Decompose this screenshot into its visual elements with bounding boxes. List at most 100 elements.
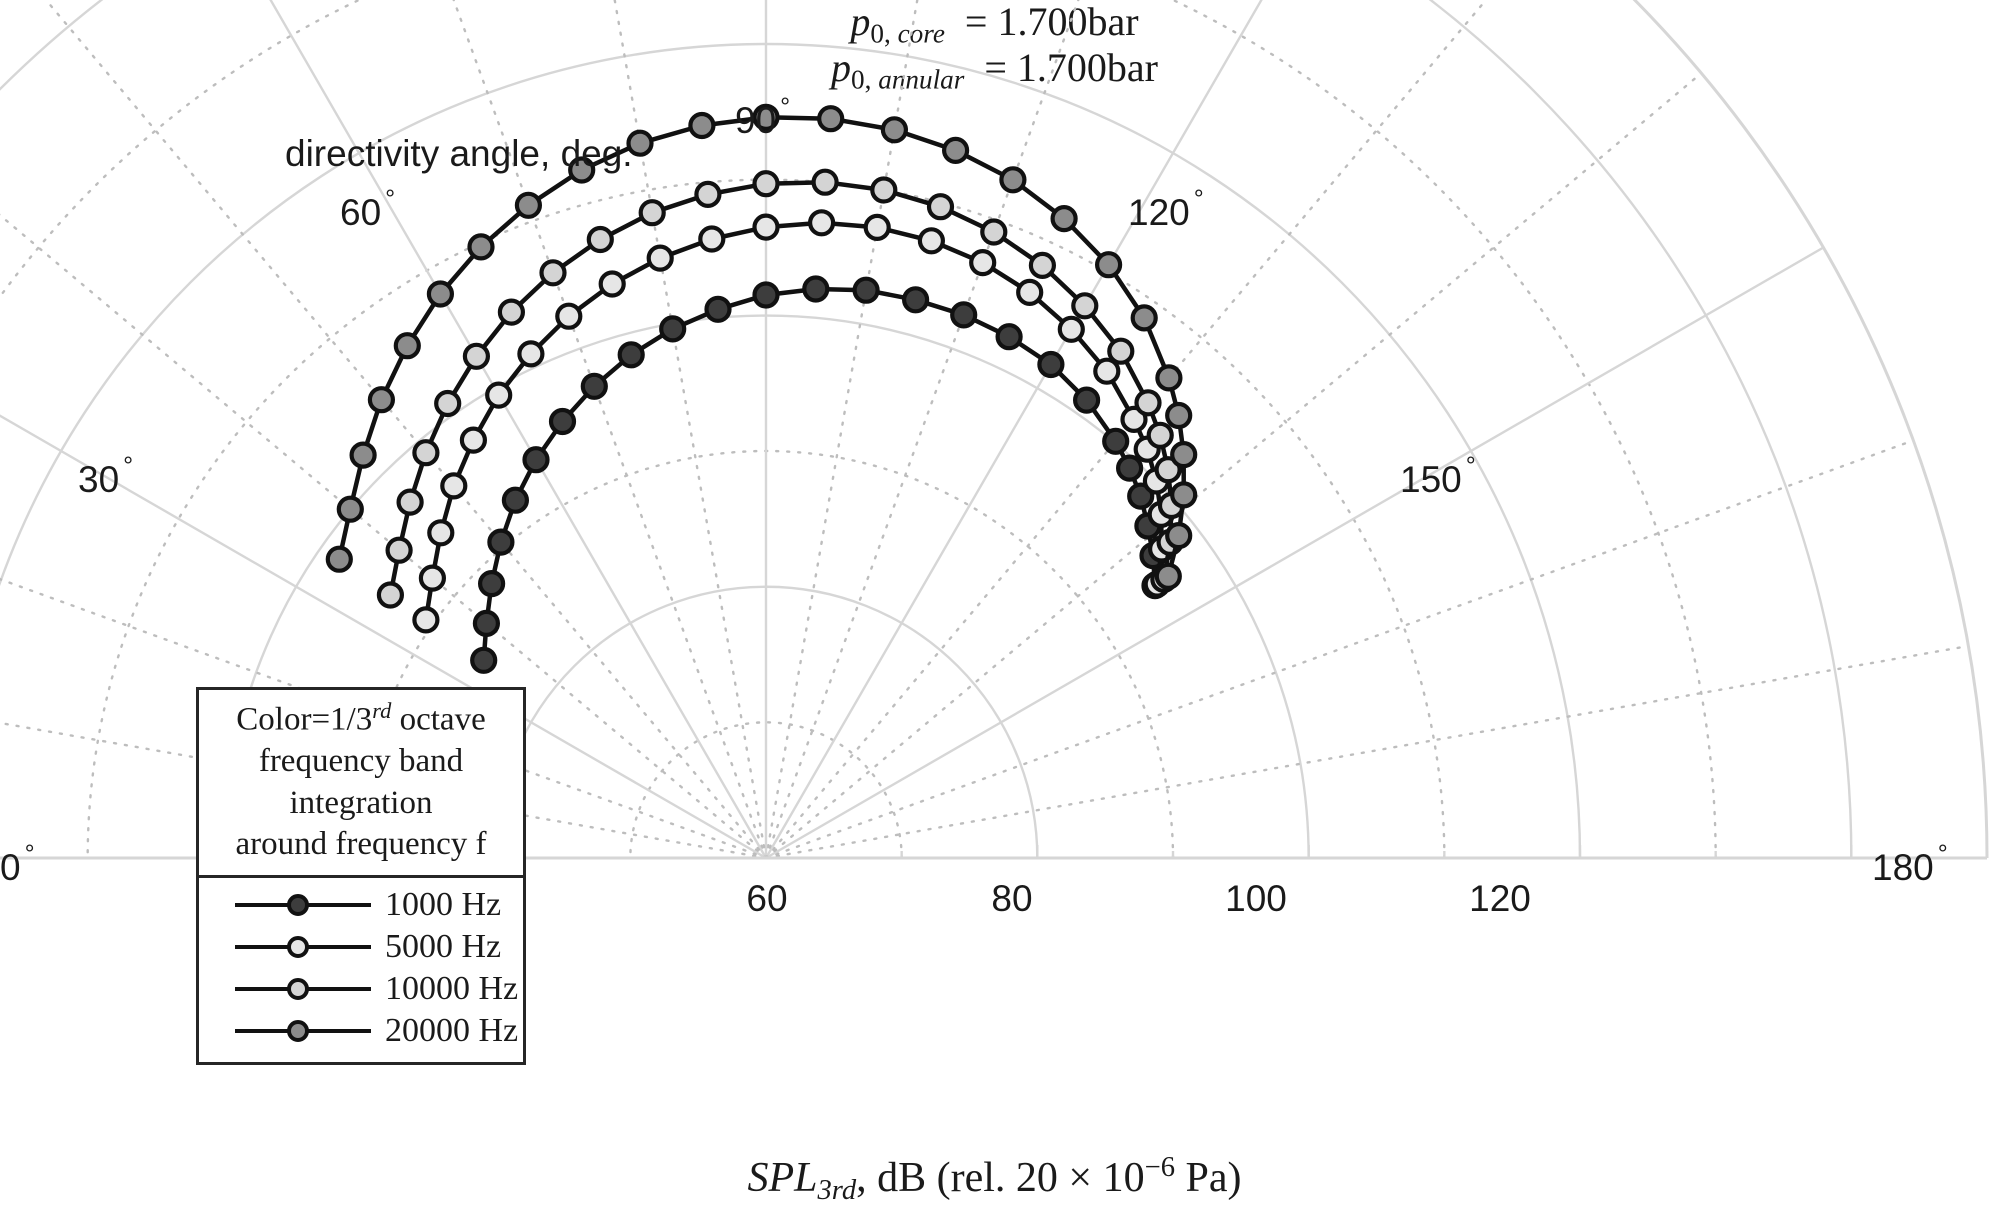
data-point: [638, 199, 666, 227]
data-point: [704, 295, 732, 323]
angle-label-150: 150 °: [1400, 452, 1476, 500]
data-point: [646, 244, 674, 272]
data-point: [539, 259, 567, 287]
data-point: [752, 213, 780, 241]
radial-tick-100: 100: [1225, 878, 1287, 919]
legend-entries: 1000 Hz 5000 Hz 10000 Hz 20000 Hz: [199, 878, 523, 1062]
data-point: [426, 280, 454, 308]
data-point: [1170, 441, 1198, 469]
degree-icon: °: [123, 452, 134, 480]
data-point: [501, 486, 530, 514]
data-point: [752, 103, 780, 131]
data-point: [467, 233, 495, 261]
title-line-annular: p0, annular = 1.700bar: [831, 45, 1158, 95]
data-point: [980, 218, 1008, 246]
grid-outer-circle: [1632, 0, 1989, 859]
data-point: [802, 275, 830, 303]
data-point: [396, 488, 424, 516]
data-point: [1154, 562, 1182, 590]
data-point: [1107, 337, 1135, 365]
data-point: [1071, 292, 1099, 320]
data-point: [598, 270, 626, 298]
data-point: [440, 472, 468, 500]
angle-label-0: 0 °: [0, 840, 35, 888]
data-point: [1093, 357, 1121, 385]
legend-marker-icon: [287, 935, 309, 958]
data-point: [863, 213, 891, 241]
degree-icon: °: [24, 840, 35, 868]
grid-spoke-80: [764, 0, 919, 860]
data-point: [517, 340, 545, 368]
angular-axis-title: directivity angle, deg.: [285, 133, 633, 174]
data-point: [811, 168, 839, 196]
data-point: [817, 105, 845, 133]
radial-axis-title: SPL3rd, dB (rel. 20 × 10−6 Pa): [747, 1152, 1242, 1206]
data-point: [698, 225, 726, 253]
data-point: [459, 426, 487, 454]
series-line-0: [481, 286, 1158, 663]
radial-tick-80: 80: [991, 878, 1033, 919]
data-point: [807, 209, 836, 237]
data-point: [555, 302, 583, 330]
title-line-core: p0, core = 1.700bar: [850, 0, 1139, 49]
legend-entry-3[interactable]: 20000 Hz: [199, 1010, 523, 1052]
legend-entry-1[interactable]: 5000 Hz: [199, 926, 523, 968]
data-point: [1165, 401, 1193, 430]
title-annular-value: 1.700bar: [1016, 45, 1158, 90]
data-point: [941, 136, 970, 164]
data-point: [580, 372, 608, 400]
data-point: [917, 227, 946, 255]
title-core-value: 1.700bar: [997, 0, 1139, 44]
legend-marker-icon: [287, 893, 309, 916]
radial-tick-60: 60: [746, 878, 788, 919]
legend-label: 5000 Hz: [385, 927, 502, 965]
data-point: [497, 298, 525, 326]
series-layer: [325, 103, 1198, 674]
legend-sample-2: [227, 968, 379, 1010]
legend-entry-2[interactable]: 10000 Hz: [199, 968, 523, 1010]
grid-spoke-60: [764, 0, 1263, 860]
legend-sample-3: [227, 1010, 379, 1052]
grid-circle-120: [0, 0, 1853, 860]
data-point: [336, 495, 364, 523]
legend-entry-0[interactable]: 1000 Hz: [199, 884, 523, 926]
data-point: [1072, 386, 1101, 414]
series-line-1: [423, 220, 1164, 623]
data-point: [472, 609, 500, 638]
angle-label-60: 60 °: [340, 185, 396, 233]
legend-box: Color=1/3rd octave frequency band integr…: [196, 687, 526, 1065]
data-point: [514, 191, 543, 219]
legend-header-line3: around frequency f: [235, 826, 487, 863]
data-point: [1170, 481, 1198, 509]
data-point: [950, 301, 978, 329]
data-point: [434, 389, 462, 418]
angle-label-120: 120 °: [1128, 185, 1204, 233]
data-point: [418, 564, 446, 592]
data-point: [1120, 405, 1148, 433]
grid-spoke-120: [269, 0, 768, 860]
degree-icon: °: [385, 185, 396, 213]
data-point: [659, 315, 687, 343]
legend-sample-1: [227, 926, 379, 968]
data-point: [1165, 521, 1193, 550]
data-point: [694, 180, 722, 208]
grid-spoke-150: [0, 414, 768, 860]
data-point: [548, 407, 577, 436]
angle-label-90: 90 °: [735, 93, 791, 141]
data-point: [376, 581, 404, 609]
legend-marker-icon: [287, 1019, 309, 1042]
data-point: [349, 441, 377, 469]
data-point: [412, 606, 440, 634]
data-point: [1127, 482, 1155, 510]
data-point: [1102, 427, 1130, 455]
data-point: [385, 536, 413, 564]
data-point: [393, 332, 421, 360]
data-point: [1037, 350, 1065, 379]
data-point: [470, 646, 498, 674]
data-point: [870, 176, 898, 204]
legend-label: 10000 Hz: [385, 969, 519, 1007]
radial-tick-120: 120: [1469, 878, 1531, 919]
legend-marker-icon: [287, 977, 309, 1000]
